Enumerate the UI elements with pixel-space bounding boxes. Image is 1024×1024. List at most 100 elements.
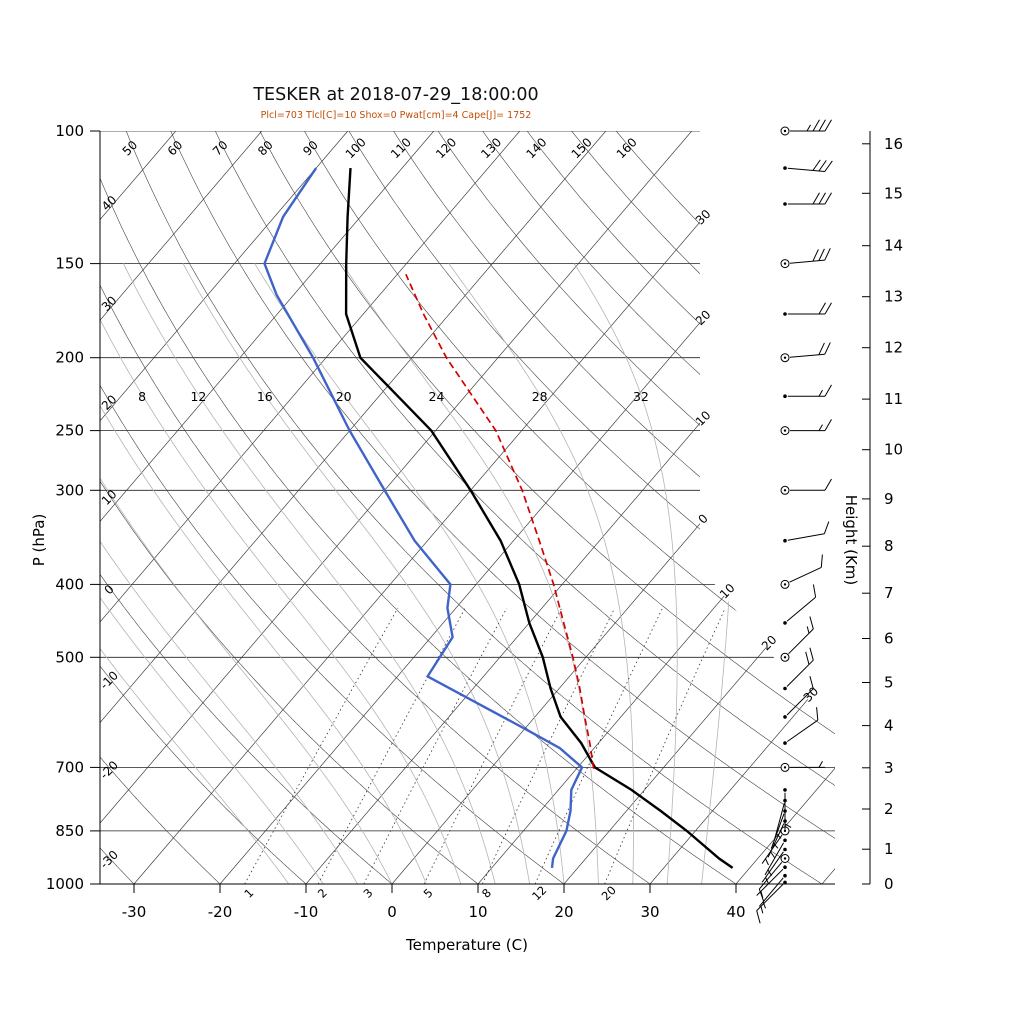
station-dot: [783, 880, 787, 885]
station-dot: [783, 202, 787, 206]
svg-text:5: 5: [421, 886, 436, 901]
sounding-profiles: [263, 167, 734, 869]
svg-text:8: 8: [884, 537, 894, 555]
svg-text:2: 2: [884, 800, 894, 818]
wind-barb-staff: [756, 868, 784, 896]
station-dot: [783, 686, 787, 691]
svg-text:850: 850: [55, 822, 84, 840]
wind-barb-staff: [758, 877, 784, 907]
wind-barb-staff: [770, 813, 785, 849]
wind-barb-staff: [756, 883, 784, 911]
svg-text:1: 1: [241, 886, 256, 901]
svg-text:-20: -20: [97, 758, 121, 782]
svg-text:8: 8: [138, 389, 146, 404]
svg-text:3: 3: [884, 759, 894, 777]
svg-text:0: 0: [884, 875, 894, 893]
station-dot: [783, 538, 787, 543]
axes: [90, 130, 871, 893]
svg-text:140: 140: [523, 135, 549, 161]
svg-text:-30: -30: [97, 848, 121, 872]
wind-barb-staff: [788, 628, 814, 655]
svg-text:90: 90: [300, 138, 321, 159]
station-dot: [783, 166, 787, 170]
svg-text:30: 30: [801, 684, 822, 705]
svg-text:7: 7: [884, 584, 894, 602]
isobar-lines: [100, 131, 835, 884]
svg-text:30: 30: [640, 903, 659, 921]
svg-text:-10: -10: [294, 903, 319, 921]
svg-text:700: 700: [55, 758, 84, 776]
svg-text:60: 60: [165, 138, 186, 159]
svg-text:200: 200: [55, 349, 84, 367]
moist-adiabat-lines: [100, 263, 734, 884]
wind-barb-staff: [786, 659, 814, 687]
svg-text:-20: -20: [208, 903, 233, 921]
svg-text:0: 0: [387, 903, 397, 921]
svg-text:10: 10: [693, 408, 714, 429]
station-dot: [783, 621, 787, 625]
wind-barb-staff: [786, 596, 816, 622]
svg-text:28: 28: [532, 389, 548, 404]
svg-text:1: 1: [884, 840, 894, 858]
svg-text:20: 20: [336, 389, 352, 404]
mixing-ratio-lines: [244, 607, 726, 884]
station-dot: [783, 741, 787, 745]
svg-text:110: 110: [388, 135, 414, 161]
svg-text:40: 40: [99, 193, 120, 214]
svg-text:14: 14: [884, 237, 903, 255]
svg-text:11: 11: [884, 390, 903, 408]
temperature-curve: [344, 168, 734, 869]
station-dot: [783, 847, 787, 852]
svg-text:16: 16: [257, 389, 273, 404]
svg-text:32: 32: [633, 389, 649, 404]
wind-barb-staff: [767, 823, 785, 858]
svg-text:130: 130: [478, 135, 504, 161]
svg-text:15: 15: [884, 184, 903, 202]
wind-barb-staff: [787, 719, 819, 742]
svg-text:120: 120: [433, 135, 459, 161]
svg-text:24: 24: [429, 389, 445, 404]
wind-barb-staff: [758, 861, 783, 890]
svg-text:100: 100: [55, 122, 84, 140]
svg-text:-30: -30: [122, 903, 147, 921]
svg-text:13: 13: [884, 288, 903, 306]
svg-text:250: 250: [55, 422, 84, 440]
station-dot: [783, 865, 787, 869]
svg-text:20: 20: [693, 307, 714, 328]
wind-barb-staff: [786, 688, 814, 716]
wind-barb-staff: [789, 353, 825, 358]
svg-text:30: 30: [693, 207, 714, 228]
svg-text:20: 20: [599, 883, 619, 903]
svg-text:20: 20: [99, 392, 120, 413]
svg-text:1000: 1000: [46, 875, 84, 893]
svg-text:50: 50: [120, 138, 141, 159]
chart-subtitle: Plcl=703 Tlcl[C]=10 Shox=0 Pwat[cm]=4 Ca…: [260, 110, 532, 121]
wind-barb-staff: [761, 851, 784, 883]
wind-barb-staff: [789, 566, 822, 583]
svg-text:400: 400: [55, 575, 84, 593]
station-dot: [783, 312, 787, 316]
svg-text:30: 30: [99, 293, 120, 314]
svg-text:10: 10: [884, 441, 903, 459]
svg-text:2: 2: [315, 886, 330, 901]
svg-text:12: 12: [529, 883, 549, 903]
station-dot: [783, 788, 787, 792]
svg-text:150: 150: [569, 135, 595, 161]
svg-text:500: 500: [55, 648, 84, 666]
wind-barb-staff: [789, 259, 825, 264]
svg-text:12: 12: [190, 389, 206, 404]
svg-text:9: 9: [884, 490, 894, 508]
svg-text:6: 6: [884, 630, 894, 648]
svg-text:3: 3: [360, 886, 375, 901]
wind-barb-staff: [787, 167, 825, 172]
svg-text:16: 16: [884, 135, 903, 153]
svg-text:20: 20: [554, 903, 573, 921]
svg-text:40: 40: [726, 903, 745, 921]
svg-text:4: 4: [884, 717, 894, 735]
svg-text:Height (Km): Height (Km): [842, 495, 860, 586]
svg-text:150: 150: [55, 255, 84, 273]
svg-text:12: 12: [884, 339, 903, 357]
wind-barb-column: [756, 119, 833, 924]
